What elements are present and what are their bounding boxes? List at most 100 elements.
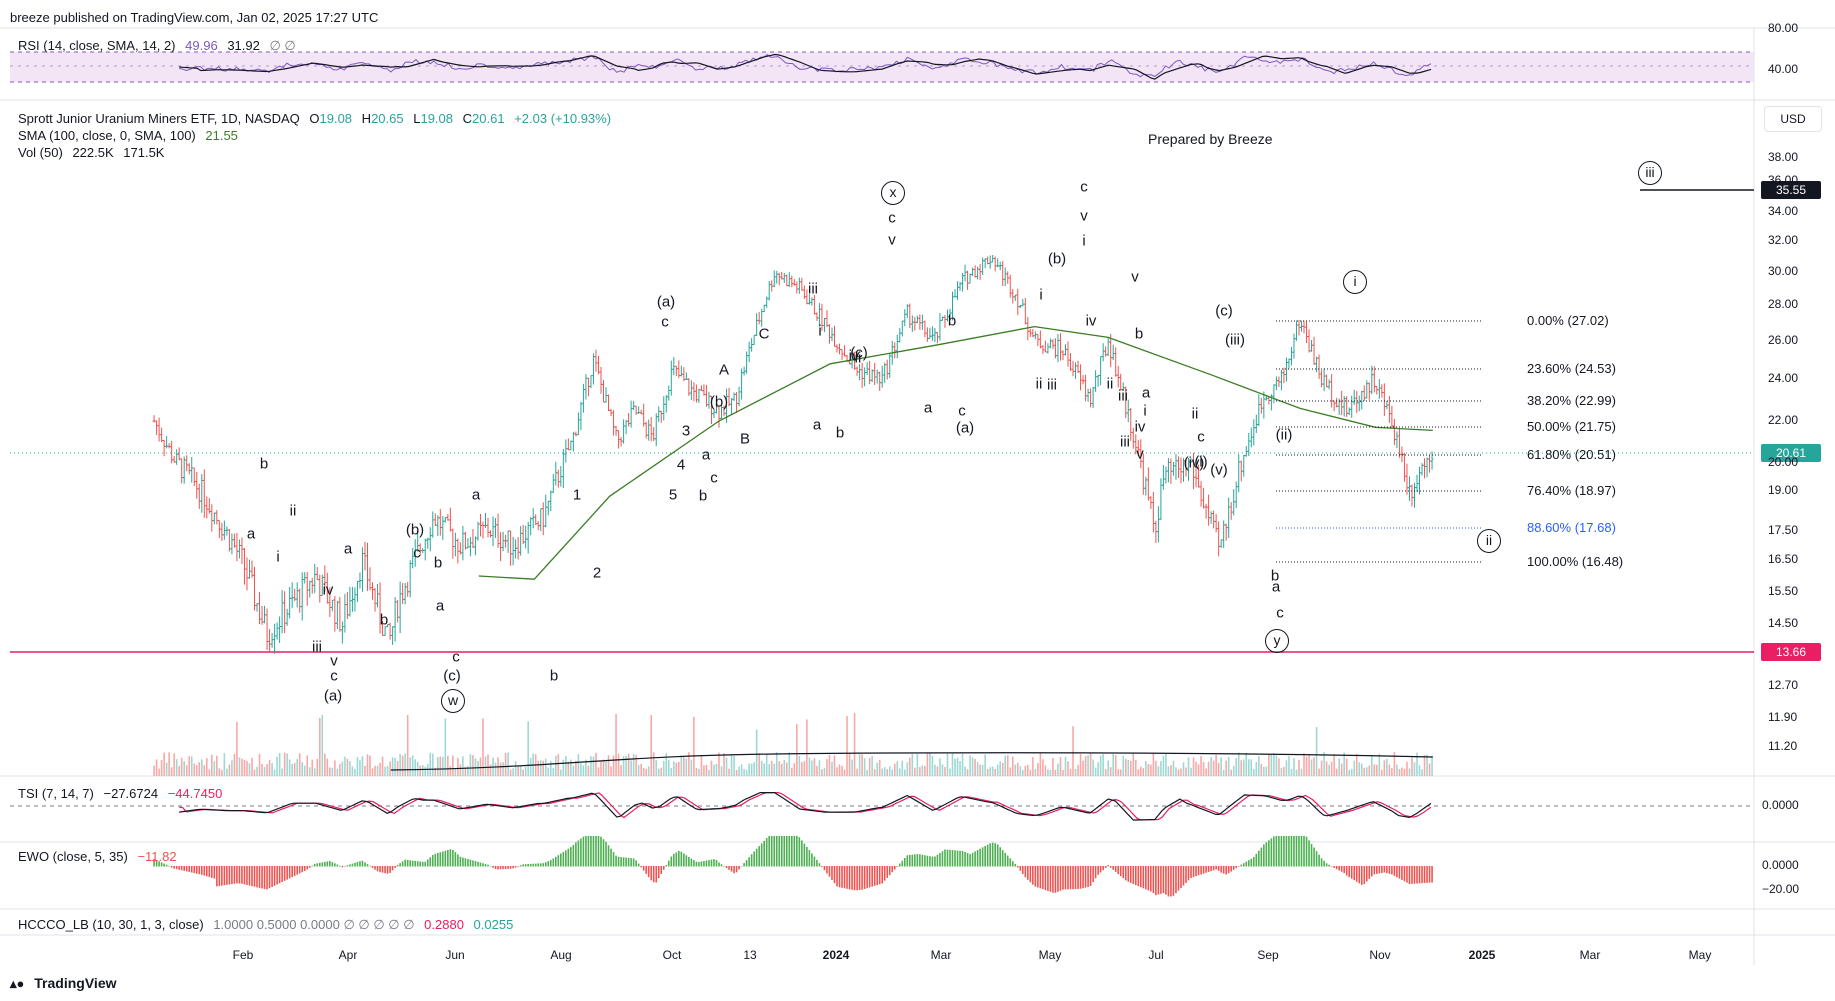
volume-bar bbox=[886, 769, 889, 776]
volume-bar bbox=[750, 763, 753, 776]
ewo-bar bbox=[449, 849, 452, 867]
volume-bar bbox=[1112, 754, 1114, 776]
ewo-bar bbox=[590, 836, 592, 867]
volume-bar bbox=[509, 769, 512, 776]
ewo-bar bbox=[331, 862, 334, 867]
volume-bar bbox=[273, 769, 276, 776]
volume-bar bbox=[735, 769, 738, 776]
ewo-bar bbox=[329, 861, 331, 867]
ewo-bar bbox=[391, 866, 394, 871]
ewo-bar bbox=[881, 866, 884, 884]
volume-bar bbox=[406, 715, 409, 776]
volume-bar bbox=[1305, 756, 1308, 776]
ewo-bar bbox=[793, 836, 796, 867]
volume-bar bbox=[1360, 763, 1363, 776]
symbol-name[interactable]: Sprott Junior Uranium Miners ETF, 1D, NA… bbox=[18, 111, 300, 126]
volume-bar bbox=[248, 763, 251, 776]
ewo-bar bbox=[1365, 866, 1368, 882]
volume-bar bbox=[1167, 766, 1170, 776]
volume-bar bbox=[281, 768, 283, 776]
volume-bar bbox=[293, 762, 296, 776]
volume-bar bbox=[585, 759, 587, 776]
wave-label: i bbox=[276, 548, 280, 566]
rsi-legend: RSI (14, close, SMA, 14, 2) 49.96 31.92 … bbox=[18, 38, 302, 54]
ewo-bar bbox=[1303, 836, 1305, 867]
volume-bar bbox=[660, 767, 663, 776]
ewo-bar bbox=[808, 850, 811, 867]
ewo-bar bbox=[580, 838, 582, 867]
ewo-bar bbox=[1428, 866, 1431, 883]
ewo-bar bbox=[1112, 866, 1114, 870]
ewo-bar bbox=[409, 860, 411, 867]
ewo-bar bbox=[165, 864, 168, 867]
ewo-bar bbox=[996, 844, 999, 867]
volume-bar bbox=[1333, 754, 1335, 776]
ewo-bar bbox=[695, 861, 698, 867]
hccco-label: HCCCO_LB (10, 30, 1, 3, close) bbox=[18, 917, 204, 932]
sma-100-line bbox=[478, 325, 1433, 580]
ewo-bar bbox=[585, 836, 587, 867]
ewo-bar bbox=[1037, 866, 1039, 888]
volume-bar bbox=[951, 753, 954, 776]
volume-bar bbox=[1185, 767, 1187, 776]
ewo-bar bbox=[758, 846, 760, 867]
price-scale-tick: 19.00 bbox=[1768, 483, 1799, 497]
volume-bar bbox=[931, 755, 934, 776]
volume-bar bbox=[288, 759, 291, 776]
ewo-bar bbox=[296, 866, 298, 875]
ewo-bar bbox=[1029, 866, 1032, 883]
volume-bar bbox=[158, 768, 160, 776]
ewo-bar bbox=[507, 866, 509, 869]
volume-bar bbox=[936, 766, 939, 776]
volume-bar bbox=[1062, 769, 1064, 776]
volume-bar bbox=[519, 765, 522, 776]
ewo-bar bbox=[597, 836, 600, 867]
ewo-bar bbox=[527, 863, 529, 867]
ewo-bar bbox=[911, 854, 914, 867]
volume-bar bbox=[650, 715, 653, 776]
ewo-bar bbox=[198, 866, 201, 875]
fib-level-label: 23.60% (24.53) bbox=[1527, 361, 1616, 376]
volume-bar bbox=[806, 719, 808, 776]
ewo-bar bbox=[1252, 856, 1255, 867]
volume-bar bbox=[359, 760, 361, 776]
volume-bar bbox=[974, 759, 976, 776]
volume-bar bbox=[1202, 762, 1205, 776]
ewo-bar bbox=[1180, 866, 1182, 889]
ewo-bar bbox=[316, 863, 319, 867]
ewo-bar bbox=[783, 836, 786, 867]
volume-bar bbox=[785, 762, 788, 776]
volume-bar bbox=[1338, 758, 1340, 776]
prepared-by: Prepared by Breeze bbox=[1148, 131, 1273, 147]
ewo-bar bbox=[959, 850, 961, 867]
ewo-bar bbox=[1355, 866, 1358, 882]
time-axis-label: Jul bbox=[1148, 948, 1164, 962]
volume-bar bbox=[1119, 769, 1122, 776]
volume-bar bbox=[652, 752, 655, 776]
volume-bar bbox=[316, 758, 319, 776]
ewo-bar bbox=[1230, 866, 1233, 872]
ewo-bar bbox=[1084, 866, 1087, 888]
volume-bar bbox=[223, 753, 226, 776]
ewo-bar bbox=[1406, 866, 1408, 883]
volume-bar bbox=[836, 767, 838, 776]
volume-bar bbox=[760, 760, 763, 776]
ewo-bar bbox=[745, 860, 748, 867]
currency-button[interactable]: USD bbox=[1764, 106, 1822, 132]
ewo-bar bbox=[755, 848, 758, 867]
price-scale-tick: 36.00 bbox=[1768, 173, 1799, 187]
volume-bar bbox=[514, 761, 517, 776]
ewo-bar bbox=[369, 865, 371, 867]
ewo-bar bbox=[936, 854, 939, 867]
volume-bar bbox=[1117, 769, 1120, 776]
volume-bar bbox=[703, 765, 705, 776]
volume-bar bbox=[572, 765, 575, 776]
volume-bar bbox=[1278, 758, 1280, 776]
ewo-bar bbox=[429, 857, 432, 867]
ewo-bar bbox=[1305, 836, 1308, 867]
volume-bar bbox=[1162, 755, 1165, 776]
ewo-bar bbox=[374, 866, 376, 870]
tradingview-logo[interactable]: ▴● TradingView bbox=[10, 975, 123, 992]
ewo-bar bbox=[464, 858, 467, 867]
volume-bar bbox=[1155, 760, 1157, 776]
